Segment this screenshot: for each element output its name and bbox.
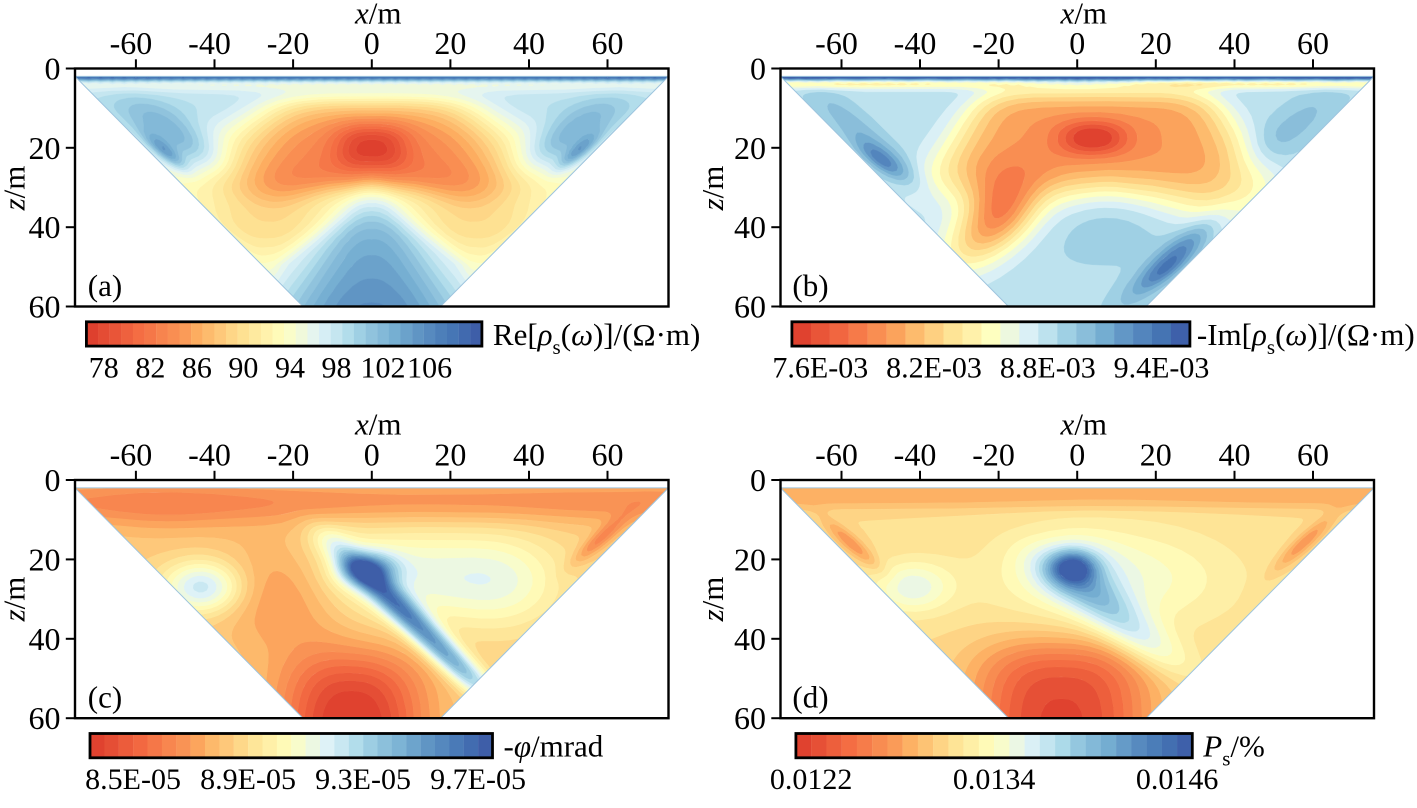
svg-text:0: 0	[364, 437, 380, 473]
svg-text:8.8E-03: 8.8E-03	[1000, 352, 1096, 385]
svg-text:z/m: z/m	[695, 166, 730, 212]
svg-text:20: 20	[434, 437, 466, 473]
svg-text:z/m: z/m	[0, 577, 32, 623]
svg-text:x/m: x/m	[1060, 407, 1108, 442]
svg-text:-60: -60	[815, 25, 858, 61]
svg-text:(b): (b)	[792, 268, 828, 303]
svg-text:78: 78	[89, 352, 119, 385]
svg-text:86: 86	[182, 352, 212, 385]
svg-text:40: 40	[513, 25, 545, 61]
svg-text:-20: -20	[267, 437, 310, 473]
svg-text:9.4E-03: 9.4E-03	[1114, 352, 1210, 385]
svg-text:20: 20	[1140, 437, 1172, 473]
svg-text:40: 40	[734, 209, 766, 245]
svg-text:60: 60	[29, 289, 61, 325]
svg-text:-φ/mrad: -φ/mrad	[504, 729, 604, 764]
svg-text:0: 0	[45, 462, 61, 498]
svg-text:-40: -40	[188, 437, 231, 473]
svg-text:z/m: z/m	[0, 166, 32, 212]
svg-text:z/m: z/m	[695, 577, 730, 623]
svg-text:98: 98	[322, 352, 352, 385]
svg-text:106: 106	[407, 352, 452, 385]
svg-text:0: 0	[750, 51, 766, 87]
svg-text:7.6E-03: 7.6E-03	[772, 352, 868, 385]
svg-text:60: 60	[734, 700, 766, 736]
svg-text:-60: -60	[110, 437, 153, 473]
svg-text:82: 82	[135, 352, 165, 385]
svg-text:0: 0	[364, 25, 380, 61]
svg-text:9.3E-05: 9.3E-05	[315, 763, 411, 796]
svg-text:0: 0	[750, 462, 766, 498]
svg-text:x/m: x/m	[354, 407, 402, 442]
svg-text:60: 60	[1297, 25, 1329, 61]
svg-text:20: 20	[29, 130, 61, 166]
svg-text:40: 40	[29, 621, 61, 657]
svg-text:8.5E-05: 8.5E-05	[85, 763, 181, 796]
svg-text:20: 20	[734, 541, 766, 577]
svg-text:-60: -60	[815, 437, 858, 473]
svg-text:-40: -40	[188, 25, 231, 61]
svg-text:20: 20	[1140, 25, 1172, 61]
svg-text:20: 20	[734, 130, 766, 166]
svg-text:60: 60	[592, 25, 624, 61]
svg-text:20: 20	[29, 541, 61, 577]
svg-text:x/m: x/m	[1060, 0, 1108, 31]
svg-text:60: 60	[734, 289, 766, 325]
svg-text:60: 60	[592, 437, 624, 473]
svg-text:Ps/%: Ps/%	[1202, 729, 1265, 771]
svg-text:60: 60	[1297, 437, 1329, 473]
svg-text:0: 0	[1069, 437, 1085, 473]
svg-text:20: 20	[434, 25, 466, 61]
svg-text:0.0122: 0.0122	[770, 763, 853, 796]
svg-text:40: 40	[1219, 25, 1251, 61]
svg-text:0.0146: 0.0146	[1136, 763, 1219, 796]
svg-text:90: 90	[228, 352, 258, 385]
svg-text:(a): (a)	[88, 268, 122, 303]
svg-text:-20: -20	[267, 25, 310, 61]
svg-text:8.2E-03: 8.2E-03	[886, 352, 982, 385]
svg-text:60: 60	[29, 700, 61, 736]
svg-text:40: 40	[734, 621, 766, 657]
svg-text:40: 40	[29, 209, 61, 245]
svg-text:0: 0	[1069, 25, 1085, 61]
svg-text:(c): (c)	[88, 680, 122, 715]
svg-text:Re[ρs(ω)]/(Ω·m): Re[ρs(ω)]/(Ω·m)	[493, 317, 700, 359]
svg-text:8.9E-05: 8.9E-05	[200, 763, 296, 796]
svg-text:x/m: x/m	[354, 0, 402, 31]
svg-text:-40: -40	[894, 25, 937, 61]
svg-text:-20: -20	[972, 25, 1015, 61]
svg-text:-60: -60	[110, 25, 153, 61]
svg-text:-40: -40	[894, 437, 937, 473]
svg-text:0: 0	[45, 51, 61, 87]
svg-text:0.0134: 0.0134	[953, 763, 1036, 796]
svg-text:94: 94	[275, 352, 305, 385]
svg-text:102: 102	[361, 352, 406, 385]
svg-text:(d): (d)	[792, 680, 828, 715]
svg-text:-20: -20	[972, 437, 1015, 473]
svg-text:-Im[ρs(ω)]/(Ω·m): -Im[ρs(ω)]/(Ω·m)	[1197, 317, 1415, 359]
svg-text:40: 40	[513, 437, 545, 473]
svg-text:40: 40	[1219, 437, 1251, 473]
svg-text:9.7E-05: 9.7E-05	[430, 763, 526, 796]
